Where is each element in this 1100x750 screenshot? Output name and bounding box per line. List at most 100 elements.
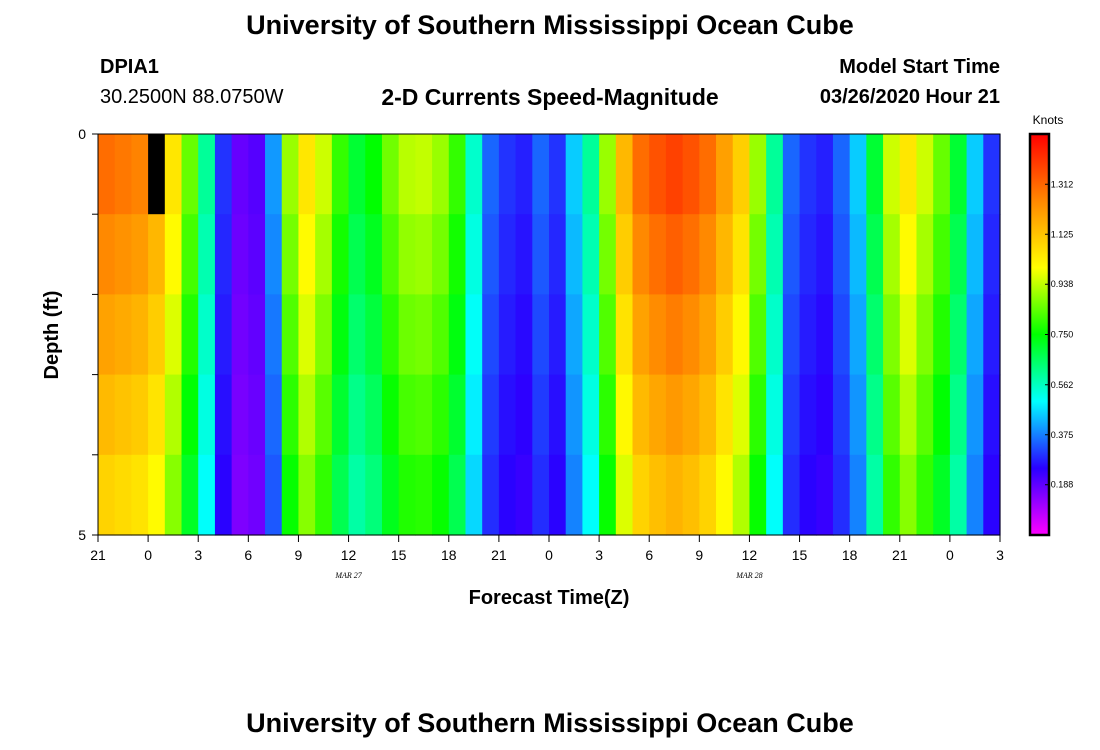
heatmap-cell [98,374,116,456]
heatmap-cell [682,134,700,215]
heatmap-cell [565,374,583,456]
heatmap-cell [699,214,717,295]
heatmap-cell [365,134,383,215]
heatmap-cell [315,134,333,215]
heatmap-cell [164,454,183,536]
heatmap-cell [832,134,851,215]
heatmap-cell [298,454,316,536]
heatmap-cell [766,454,784,536]
heatmap-cell [916,374,934,456]
heatmap-cell [432,214,450,295]
heatmap-cell [716,374,734,456]
heatmap-cell [298,374,316,456]
station-id: DPIA1 [100,56,159,78]
heatmap-cell [381,374,400,456]
heatmap-cell [515,294,533,376]
heatmap-cell [231,214,249,295]
model-start-value: 03/26/2020 Hour 21 [819,86,1000,108]
x-tick-label: 0 [946,547,954,563]
heatmap-cell [632,134,650,215]
heatmap-cell [832,454,851,536]
x-tick-label: 9 [695,547,703,563]
heatmap-cell [649,294,667,376]
heatmap-cell [365,454,383,536]
heatmap-cell [883,374,901,456]
heatmap-cell [799,294,817,376]
heatmap-cell [198,454,216,536]
heatmap-cell [214,294,233,376]
x-tick-label: 3 [595,547,603,563]
heatmap-cell [949,294,968,376]
heatmap-cell [632,294,650,376]
colorbar-tick-label: 0.750 [1051,330,1074,340]
heatmap-cell [582,454,600,536]
heatmap-cell [415,374,433,456]
colorbar-tick-label: 0.562 [1051,380,1074,390]
heatmap-cell [265,374,283,456]
heatmap-cell [498,454,517,536]
heatmap-cell [148,294,166,376]
heatmap-cell [482,294,500,376]
heatmap-cell [832,374,851,456]
x-tick-label: 18 [441,547,457,563]
heatmap-cell [916,134,934,215]
x-tick-label: 3 [996,547,1004,563]
heatmap-cell [615,454,634,536]
heatmap-cell [949,214,968,295]
heatmap-cell [849,134,867,215]
heatmap-cell [732,214,751,295]
heatmap-cell [832,294,851,376]
heatmap-cell [766,134,784,215]
heatmap-cell [248,134,266,215]
heatmap-cell [315,294,333,376]
heatmap-cell [181,134,199,215]
heatmap-cell [281,294,300,376]
heatmap-cell [899,214,918,295]
heatmap-cell [949,454,968,536]
heatmap-cell [415,134,433,215]
heatmap-cell [699,374,717,456]
heatmap-cell [933,454,951,536]
heatmap-cell [114,294,132,376]
heatmap-cell [732,374,751,456]
heatmap-cell [214,134,233,215]
heatmap-cell [615,214,634,295]
heatmap-cell [883,294,901,376]
x-tick-label: 6 [645,547,653,563]
heatmap-cell [749,374,767,456]
heatmap-cell [398,374,416,456]
heatmap-cell [849,294,867,376]
currents-heatmap-chart: 21 0 3 6 9 12 15 18 21 0 3 6 9 12 15 18 21 0 3 MAR 27 MAR 28… [41,113,1074,609]
heatmap-cell [432,294,450,376]
heatmap-cell [114,454,132,536]
heatmap-cell [532,134,550,215]
heatmap-cell [899,134,918,215]
heatmap-cell [565,134,583,215]
heatmap-cell [899,294,918,376]
heatmap-cell [164,134,183,215]
heatmap-cell [482,214,500,295]
heatmap-cell [231,454,249,536]
heatmap-cell [716,134,734,215]
heatmap-cell [565,294,583,376]
heatmap-cell [983,294,1001,376]
y-axis: 05 [78,126,98,543]
heatmap-cell [749,214,767,295]
heatmap-cell [582,294,600,376]
heatmap-cell [432,374,450,456]
heatmap-cell [448,454,467,536]
heatmap-cell [966,454,984,536]
heatmap-cell [732,454,751,536]
heatmap-cell [114,214,132,295]
heatmap-cell [549,454,567,536]
heatmap-cell [599,374,617,456]
heatmap-cell [515,374,533,456]
heatmap-cell [949,374,968,456]
heatmap-cell [265,454,283,536]
heatmap-cell [799,134,817,215]
heatmap-cell [248,454,266,536]
heatmap-cell [131,294,149,376]
heatmap-cell [148,134,166,215]
heatmap-cell [348,134,366,215]
heatmap-cell [482,454,500,536]
